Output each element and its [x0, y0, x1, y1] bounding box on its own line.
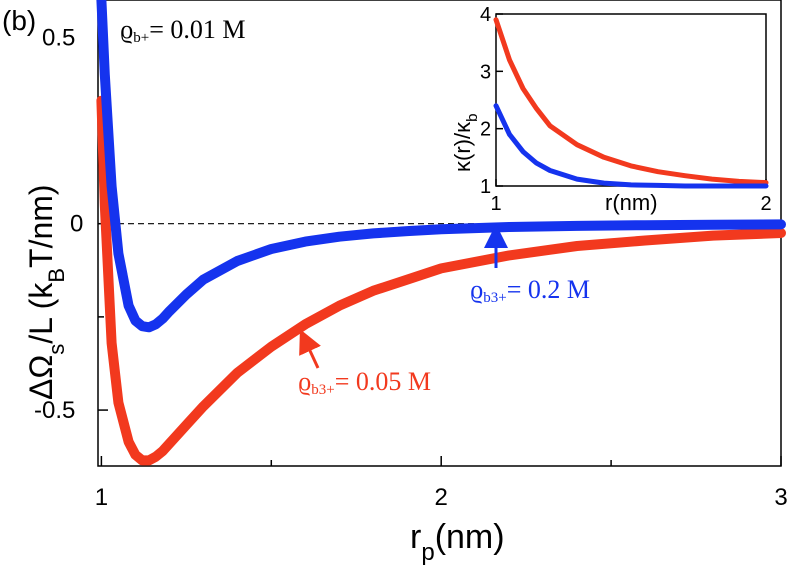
inset-x-axis-label: r(nm) — [605, 190, 658, 215]
series-line-blue — [96, 0, 786, 333]
ytick-label: 0 — [70, 211, 83, 238]
panel-label: (b) — [2, 5, 36, 36]
inset-series-red — [493, 17, 769, 186]
y-axis-label: ΔΩs/L (kBT/nm) — [23, 184, 69, 400]
inset-ytick-label: 1 — [480, 176, 491, 198]
inset-xtick-label: 1 — [490, 193, 501, 215]
inset-ytick-label: 2 — [480, 119, 491, 141]
concentration-note: ϱb+= 0.01 M — [120, 15, 245, 46]
annotation-blue: ϱb3+= 0.2 M — [470, 275, 590, 306]
xtick-label: 2 — [435, 484, 448, 511]
xtick-label: 1 — [95, 484, 108, 511]
inset-y-axis-label: κ(r)/κb — [450, 114, 481, 172]
xtick-label: 3 — [774, 484, 787, 511]
inset-ytick-label: 3 — [480, 61, 491, 83]
x-axis-label: rp(nm) — [410, 518, 505, 566]
ytick-label: 0.5 — [42, 24, 75, 51]
inset-ytick-label: 4 — [480, 4, 491, 26]
annotation-arrow-red — [299, 329, 321, 369]
inset-xtick-label: 2 — [760, 193, 771, 215]
inset-series-blue — [493, 103, 769, 189]
ytick-label: -0.5 — [34, 397, 75, 424]
inset-frame — [495, 13, 767, 187]
series-line-red — [96, 95, 786, 466]
annotation-red: ϱb3+= 0.05 M — [298, 367, 431, 398]
